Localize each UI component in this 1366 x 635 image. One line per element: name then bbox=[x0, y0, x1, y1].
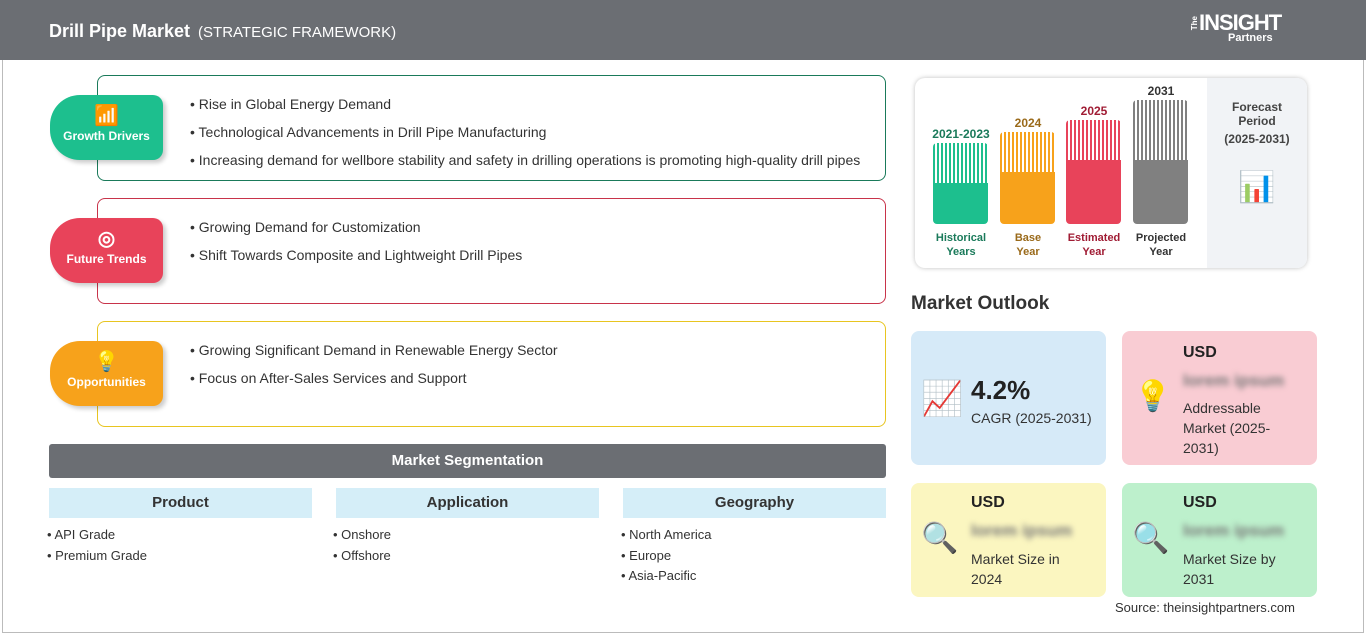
list-item: North America bbox=[621, 525, 711, 546]
application-list: OnshoreOffshore bbox=[333, 525, 391, 566]
geography-list: North AmericaEuropeAsia-Pacific bbox=[621, 525, 712, 587]
list-item: Technological Advancements in Drill Pipe… bbox=[190, 118, 870, 146]
timeline-label: Base Year bbox=[1014, 232, 1042, 258]
dollar-bulb-icon: 💡 bbox=[1134, 380, 1172, 413]
list-item: Increasing demand for wellbore stability… bbox=[190, 149, 870, 171]
future-trends-list: Growing Demand for Customization Shift T… bbox=[190, 213, 522, 269]
growth-drivers-pill: 📶 Growth Drivers bbox=[50, 95, 163, 160]
product-list: API GradePremium Grade bbox=[47, 525, 147, 567]
addressable-market-card: 💡 USD lorem ipsum Addressable Market (20… bbox=[1122, 331, 1317, 465]
market-outlook-title: Market Outlook bbox=[911, 293, 1050, 314]
list-item: Focus on After-Sales Services and Suppor… bbox=[190, 364, 558, 392]
segment-header-application: Application bbox=[336, 488, 599, 518]
timeline-bar bbox=[1066, 120, 1121, 224]
header-bar bbox=[0, 0, 1366, 60]
timeline-year: 2031 bbox=[1147, 84, 1175, 98]
timeline-year: 2025 bbox=[1080, 104, 1108, 118]
list-item: Growing Significant Demand in Renewable … bbox=[190, 336, 558, 364]
target-icon: ◎ bbox=[97, 228, 116, 250]
market-size-2031-card: 🔍 USD lorem ipsum Market Size by 2031 bbox=[1122, 483, 1317, 597]
magnifier-chart-icon: 🔍 bbox=[921, 522, 959, 555]
list-item: Premium Grade bbox=[47, 546, 147, 567]
magnifier-chart-icon: 🔍 bbox=[1132, 522, 1170, 555]
list-item: Shift Towards Composite and Lightweight … bbox=[190, 241, 522, 269]
opportunities-list: Growing Significant Demand in Renewable … bbox=[190, 336, 558, 392]
timeline-label: Estimated Year bbox=[1067, 232, 1121, 258]
cagr-card: 📈 4.2% CAGR (2025-2031) bbox=[911, 331, 1106, 465]
page-title: Drill Pipe Market (STRATEGIC FRAMEWORK) bbox=[49, 21, 397, 41]
timeline-bar bbox=[1133, 100, 1188, 224]
segment-header-product: Product bbox=[49, 488, 312, 518]
timeline-bar bbox=[1000, 132, 1055, 224]
timeline-year: 2024 bbox=[1014, 116, 1042, 130]
opportunities-pill: 💡 Opportunities bbox=[50, 341, 163, 406]
timeline-bar bbox=[933, 143, 988, 224]
list-item: Onshore bbox=[333, 525, 391, 546]
chart-growth-icon: 📶 bbox=[94, 105, 119, 127]
market-size-2024-card: 🔍 USD lorem ipsum Market Size in 2024 bbox=[911, 483, 1106, 597]
timeline-year: 2021-2023 bbox=[932, 127, 990, 141]
list-item: Offshore bbox=[333, 546, 391, 567]
growth-chart-icon: 📈 bbox=[921, 380, 964, 418]
source-text: Source: theinsightpartners.com bbox=[1115, 600, 1295, 615]
list-item: Asia-Pacific bbox=[621, 566, 712, 587]
timeline-label: Projected Year bbox=[1135, 232, 1187, 258]
list-item: API Grade bbox=[47, 525, 147, 546]
segment-header-geography: Geography bbox=[623, 488, 886, 518]
logo: TheINSIGHT Partners bbox=[1190, 10, 1282, 44]
timeline-label: Historical Years bbox=[935, 232, 987, 258]
forecast-period: Forecast Period (2025-2031) 📊 bbox=[1207, 78, 1307, 268]
future-trends-pill: ◎ Future Trends bbox=[50, 218, 163, 283]
segmentation-title: Market Segmentation bbox=[49, 444, 886, 478]
analytics-illustration-icon: 📊 bbox=[1238, 171, 1276, 204]
list-item: Growing Demand for Customization bbox=[190, 213, 522, 241]
list-item: Europe bbox=[621, 546, 712, 567]
lightbulb-hand-icon: 💡 bbox=[94, 351, 119, 373]
growth-drivers-list: Rise in Global Energy Demand Technologic… bbox=[190, 90, 870, 171]
list-item: Rise in Global Energy Demand bbox=[190, 90, 870, 118]
content-frame bbox=[2, 60, 1364, 633]
